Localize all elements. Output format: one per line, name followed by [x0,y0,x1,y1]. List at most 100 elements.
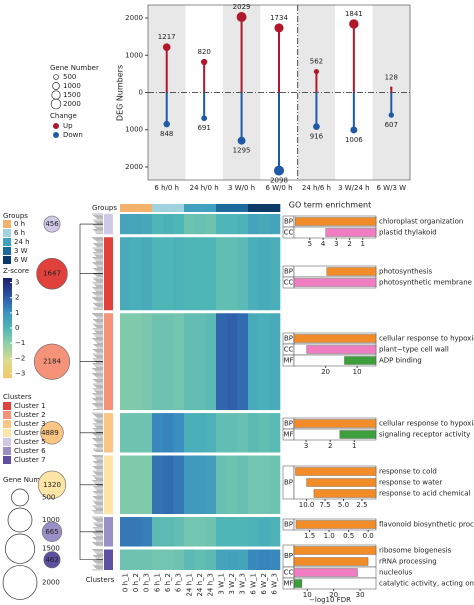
heat-cell [184,214,195,235]
clusters-label: Clusters [86,576,115,584]
cluster-size-label: 1647 [43,270,61,278]
group-cell [258,204,270,212]
heat-cell [216,517,227,547]
cluster-swatch [3,438,11,446]
column-label: 3 W_3 [239,573,247,595]
heat-cell [120,455,131,515]
group-cell [248,204,259,212]
category-label: CC [284,569,294,577]
heat-cell [269,237,281,311]
group-label: 0 h [14,220,25,228]
z-gradient [3,376,12,379]
z-gradient [3,366,12,369]
cluster-size-label: 2184 [43,358,61,366]
group-swatch [3,220,11,228]
dot [236,11,247,22]
category-label: BP [284,335,293,343]
heat-cell [162,313,174,411]
x-tick-label: 30 [356,591,365,599]
cluster-swatch [3,411,11,419]
z-gradient [3,330,12,333]
y-tick-label: 1000 [125,126,143,134]
dot [273,165,285,176]
heat-cell [248,237,259,311]
cluster-legend-label: Cluster 6 [14,447,46,455]
group-label: 6 W [14,256,28,264]
category-label: MF [283,580,293,588]
go-term: nucleolus [379,569,413,577]
group-cell [152,204,163,212]
z-gradient [3,338,12,341]
go-term: response to acid chemical [379,490,471,498]
z-tick-label: −2 [15,354,25,362]
y-tick-label: 1000 [125,51,143,59]
dot [201,115,208,122]
z-gradient [3,354,12,357]
dot [200,58,208,66]
z-gradient [3,304,12,307]
heat-cell [162,455,174,515]
size-legend-title: Gene Number [50,64,99,72]
heat-cell [141,237,153,311]
size-key-label: 2000 [42,578,60,586]
value-label: 1734 [270,14,288,22]
heat-cell [226,313,238,411]
cluster-legend-label: Cluster 2 [14,411,46,419]
z-gradient [3,356,12,359]
z-gradient [3,308,12,311]
x-tick-label: 4 [321,240,326,248]
cluster-bar [104,413,113,453]
z-gradient [3,280,12,283]
z-gradient [3,324,12,327]
go-term: photosynthetic membrane [379,279,472,287]
cluster-size [33,343,71,380]
heat-cell [248,517,259,547]
dot [313,68,320,75]
category-label: CC [284,346,294,354]
z-tick-label: 0 [15,324,19,332]
heat-cell [194,549,206,570]
heat-cell [269,455,281,515]
value-label: 1006 [345,136,363,144]
cluster-size-label: 462 [45,556,58,564]
go-bar [293,568,358,577]
z-gradient [3,286,12,289]
go-bar [325,228,377,237]
size-key-label: 1500 [63,91,81,99]
x-tick-label: 0.0 [363,532,374,540]
group-cell [130,204,142,212]
group-label: 6 h [14,229,25,237]
size-key [7,507,33,533]
go-bar [306,345,377,354]
heat-cell [130,517,142,547]
heat-cell [226,237,238,311]
category-label: BP [284,420,293,428]
heat-cell [216,413,227,453]
z-gradient [3,358,12,361]
z-gradient [3,352,12,355]
x-tick-label: 2.5 [356,501,367,509]
go-bar [339,430,377,439]
y-tick-label: 2000 [125,14,143,22]
y-tick-label: 0 [139,89,143,97]
heat-cell [258,549,270,570]
heat-cell [152,214,163,235]
x-tick-label: 10.0 [299,501,315,509]
size-key [2,565,38,600]
dot [313,123,320,130]
heat-cell [152,313,163,411]
heat-cell [205,517,217,547]
heat-cell [120,237,131,311]
go-term: response to cold [379,468,437,476]
size-key [4,533,36,564]
heat-cell [173,214,185,235]
group-cell [141,204,153,212]
gene-number-title: Gene Number [3,476,52,484]
dot [390,86,393,89]
z-gradient [3,298,12,301]
category-label: CC [284,229,294,237]
column-label: 24 h_1 [185,573,193,597]
go-term: photosynthesis [379,268,432,276]
heat-cell [173,413,185,453]
heat-cell [130,549,142,570]
